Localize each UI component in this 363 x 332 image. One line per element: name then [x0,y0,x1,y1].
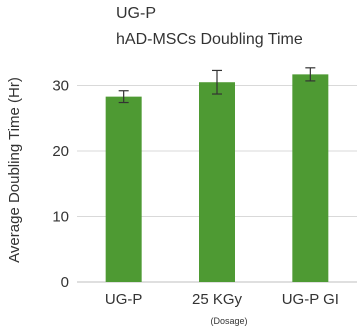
x-category-labels: UG-P 25 KGy UG-P GI [105,291,339,308]
x-axis-sub-label: (Dosage) [210,316,247,326]
x-category-label: UG-P GI [282,291,339,308]
error-bar [118,90,129,104]
chart-title-line-2: hAD-MSCs Doubling Time [116,31,303,48]
y-tick-label: 10 [52,209,69,226]
error-bar [212,69,222,95]
y-tick-labels: 0 10 20 30 [52,78,69,292]
error-bar [305,67,316,82]
y-tick-label: 0 [61,274,69,291]
x-category-label: 25 KGy [192,291,243,308]
y-axis-label: Average Doubling Time (Hr) [6,77,23,263]
bar [292,74,329,283]
chart-title-line-1: UG-P [116,5,156,22]
bar [199,82,235,282]
error-bars [118,67,316,104]
x-category-label: UG-P [105,291,143,308]
y-tick-label: 30 [52,78,69,95]
bars [105,74,329,283]
y-tick-label: 20 [52,143,69,160]
bar [105,96,142,282]
